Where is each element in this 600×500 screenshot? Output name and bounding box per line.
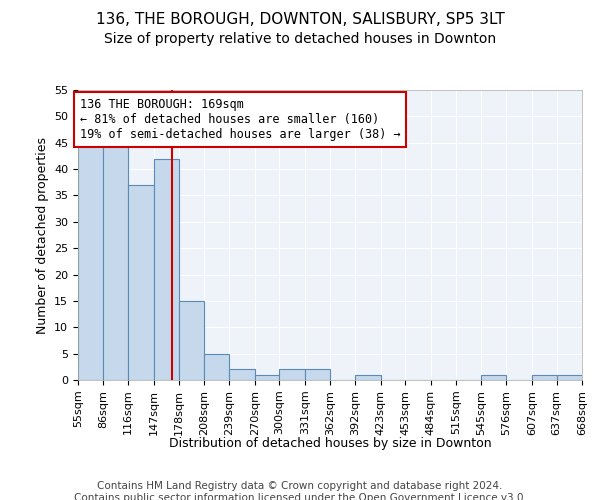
Bar [481,374,506,380]
Bar [557,374,582,380]
Bar [154,158,179,380]
Bar [128,185,154,380]
Bar [229,370,255,380]
Text: Contains HM Land Registry data © Crown copyright and database right 2024.
Contai: Contains HM Land Registry data © Crown c… [74,481,526,500]
Bar [204,354,229,380]
Text: Distribution of detached houses by size in Downton: Distribution of detached houses by size … [169,438,491,450]
Bar [305,370,331,380]
Text: Size of property relative to detached houses in Downton: Size of property relative to detached ho… [104,32,496,46]
Text: 136, THE BOROUGH, DOWNTON, SALISBURY, SP5 3LT: 136, THE BOROUGH, DOWNTON, SALISBURY, SP… [95,12,505,28]
Bar [280,370,305,380]
Bar [255,374,280,380]
Text: 136 THE BOROUGH: 169sqm
← 81% of detached houses are smaller (160)
19% of semi-d: 136 THE BOROUGH: 169sqm ← 81% of detache… [80,98,400,141]
Bar [179,301,204,380]
Bar [103,138,128,380]
Bar [532,374,557,380]
Bar [78,142,103,380]
Bar [355,374,380,380]
Y-axis label: Number of detached properties: Number of detached properties [35,136,49,334]
